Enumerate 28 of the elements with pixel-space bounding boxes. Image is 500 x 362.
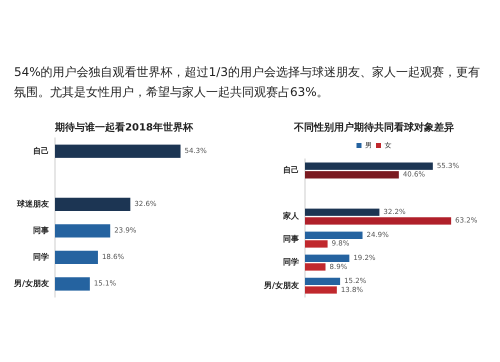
y-tick-label: 同学	[32, 252, 49, 262]
y-tick-label: 同事	[282, 234, 299, 244]
y-tick-label: 同学	[282, 258, 299, 267]
y-tick-label: 家人	[282, 210, 300, 221]
bar	[54, 277, 90, 291]
bar	[54, 144, 181, 158]
bar	[304, 232, 363, 239]
y-tick-label: 同事	[32, 226, 49, 235]
bar	[304, 171, 399, 179]
y-tick-label: 男/女朋友	[263, 280, 299, 290]
bar	[304, 278, 340, 286]
chart-title: 期待与谁一起看2018年世界杯	[54, 122, 194, 134]
y-tick-label: 球迷朋友	[16, 199, 49, 208]
text: 54%的用户会独自观看世界杯，超过1/3的用户会选择与球迷朋友、家人一起观赛，更有氛围。尤其是女性用户，希望与家人一起共同观赛占63%。	[14, 64, 481, 101]
bar	[304, 254, 350, 262]
bar	[304, 208, 380, 216]
y-tick-label: 自己	[32, 146, 49, 156]
bar	[304, 263, 326, 271]
bar	[54, 198, 130, 211]
y-tick-label: 自己	[282, 166, 299, 175]
bar	[304, 217, 452, 225]
bar	[54, 250, 98, 264]
bar	[304, 286, 337, 294]
chart-title: 不同性别用户期待共同看球对象差异	[293, 122, 454, 134]
y-tick-label: 男/女朋友	[13, 279, 49, 288]
bar	[54, 224, 110, 238]
bar	[304, 162, 433, 170]
bar	[304, 240, 328, 248]
